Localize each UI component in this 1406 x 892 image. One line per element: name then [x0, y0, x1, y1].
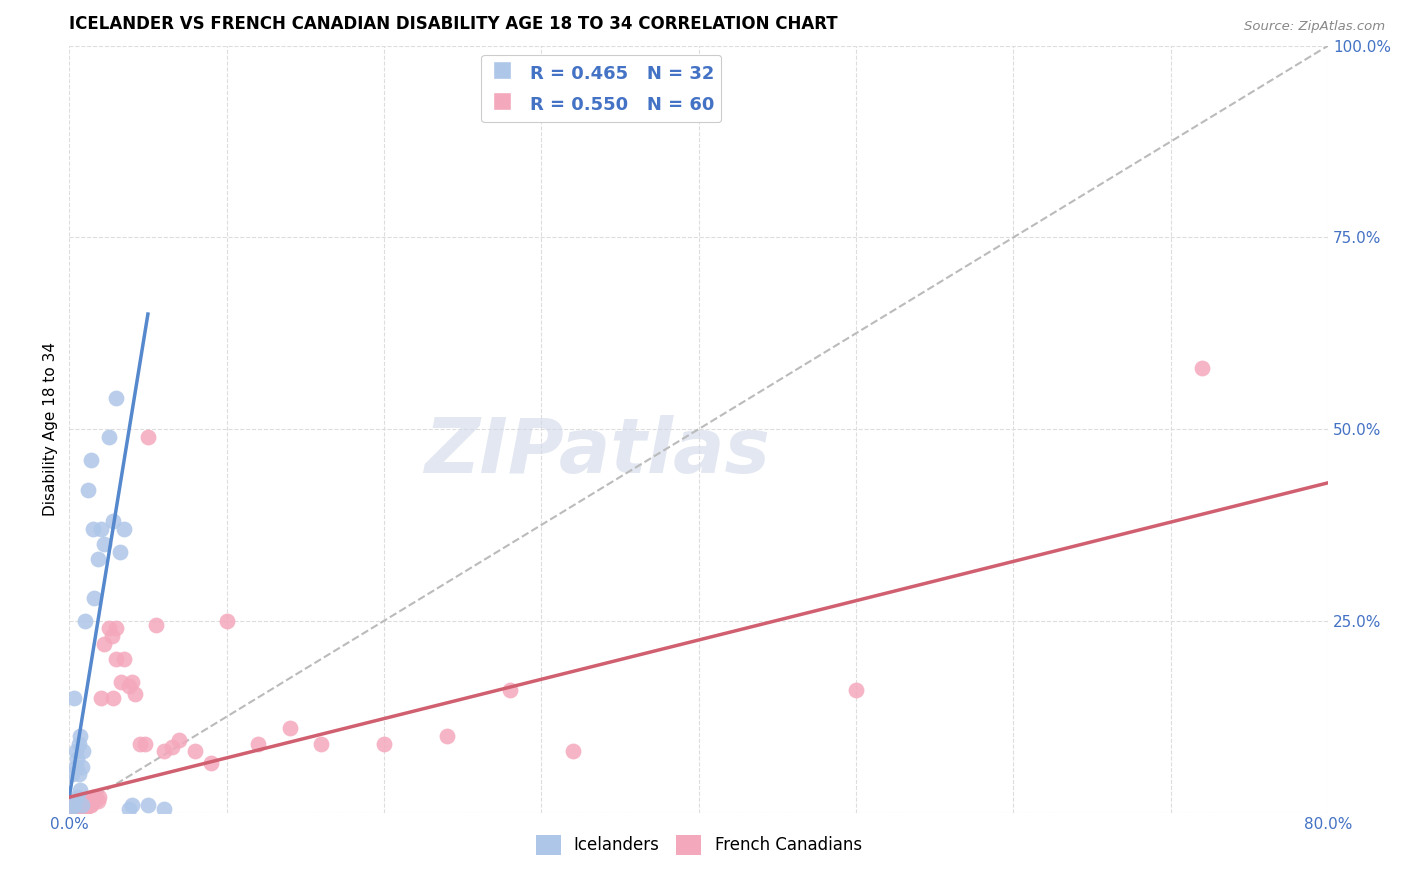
Point — [66, 752, 89, 766]
Legend: R = 0.465   N = 32, R = 0.550   N = 60: R = 0.465 N = 32, R = 0.550 N = 60 — [481, 54, 721, 122]
Point — [83, 794, 105, 808]
Point — [105, 392, 128, 406]
Point — [69, 802, 91, 816]
Point — [82, 794, 104, 808]
Point — [160, 740, 183, 755]
Point — [59, 802, 82, 816]
Point — [65, 744, 87, 758]
Point — [100, 629, 122, 643]
Point — [121, 797, 143, 812]
Point — [60, 802, 83, 816]
Point — [67, 737, 90, 751]
Point — [845, 682, 868, 697]
Point — [80, 452, 103, 467]
Point — [105, 652, 128, 666]
Point — [436, 729, 458, 743]
Point — [93, 637, 115, 651]
Point — [82, 790, 104, 805]
Point — [65, 802, 87, 816]
Point — [103, 514, 125, 528]
Point — [499, 682, 522, 697]
Point — [77, 483, 100, 498]
Point — [247, 737, 270, 751]
Point — [561, 744, 583, 758]
Point — [70, 797, 93, 812]
Point — [134, 737, 156, 751]
Point — [72, 802, 94, 816]
Point — [152, 744, 174, 758]
Point — [59, 802, 82, 816]
Point — [103, 690, 125, 705]
Point — [200, 756, 222, 770]
Point — [90, 522, 112, 536]
Point — [60, 767, 83, 781]
Point — [65, 759, 87, 773]
Point — [73, 802, 96, 816]
Point — [77, 794, 100, 808]
Point — [63, 797, 86, 812]
Point — [145, 617, 167, 632]
Point — [97, 622, 120, 636]
Point — [73, 614, 96, 628]
Point — [112, 522, 135, 536]
Point — [63, 802, 86, 816]
Point — [215, 614, 238, 628]
Point — [136, 797, 159, 812]
Point — [112, 652, 135, 666]
Point — [93, 537, 115, 551]
Point — [86, 794, 108, 808]
Point — [118, 802, 141, 816]
Point — [83, 591, 105, 605]
Point — [82, 522, 104, 536]
Point — [70, 794, 93, 808]
Point — [66, 797, 89, 812]
Point — [86, 552, 108, 566]
Point — [136, 430, 159, 444]
Point — [72, 744, 94, 758]
Point — [72, 797, 94, 812]
Point — [121, 675, 143, 690]
Text: ICELANDER VS FRENCH CANADIAN DISABILITY AGE 18 TO 34 CORRELATION CHART: ICELANDER VS FRENCH CANADIAN DISABILITY … — [69, 15, 838, 33]
Point — [80, 797, 103, 812]
Text: Source: ZipAtlas.com: Source: ZipAtlas.com — [1244, 20, 1385, 33]
Point — [79, 797, 101, 812]
Point — [373, 737, 395, 751]
Point — [309, 737, 332, 751]
Point — [129, 737, 152, 751]
Point — [89, 790, 111, 805]
Point — [67, 767, 90, 781]
Point — [66, 790, 89, 805]
Point — [66, 794, 89, 808]
Point — [105, 622, 128, 636]
Point — [63, 690, 86, 705]
Point — [118, 679, 141, 693]
Point — [70, 797, 93, 812]
Point — [84, 790, 107, 805]
Point — [67, 797, 90, 812]
Point — [76, 797, 98, 812]
Point — [124, 687, 146, 701]
Point — [90, 690, 112, 705]
Point — [97, 430, 120, 444]
Point — [152, 802, 174, 816]
Point — [1191, 360, 1213, 375]
Point — [184, 744, 207, 758]
Point — [69, 797, 91, 812]
Point — [108, 545, 131, 559]
Point — [63, 797, 86, 812]
Point — [70, 759, 93, 773]
Point — [73, 797, 96, 812]
Point — [278, 721, 301, 735]
Y-axis label: Disability Age 18 to 34: Disability Age 18 to 34 — [44, 343, 58, 516]
Point — [169, 732, 191, 747]
Point — [69, 782, 91, 797]
Point — [110, 675, 132, 690]
Text: ZIPatlas: ZIPatlas — [425, 415, 770, 489]
Point — [65, 797, 87, 812]
Point — [69, 729, 91, 743]
Point — [60, 797, 83, 812]
Point — [67, 802, 90, 816]
